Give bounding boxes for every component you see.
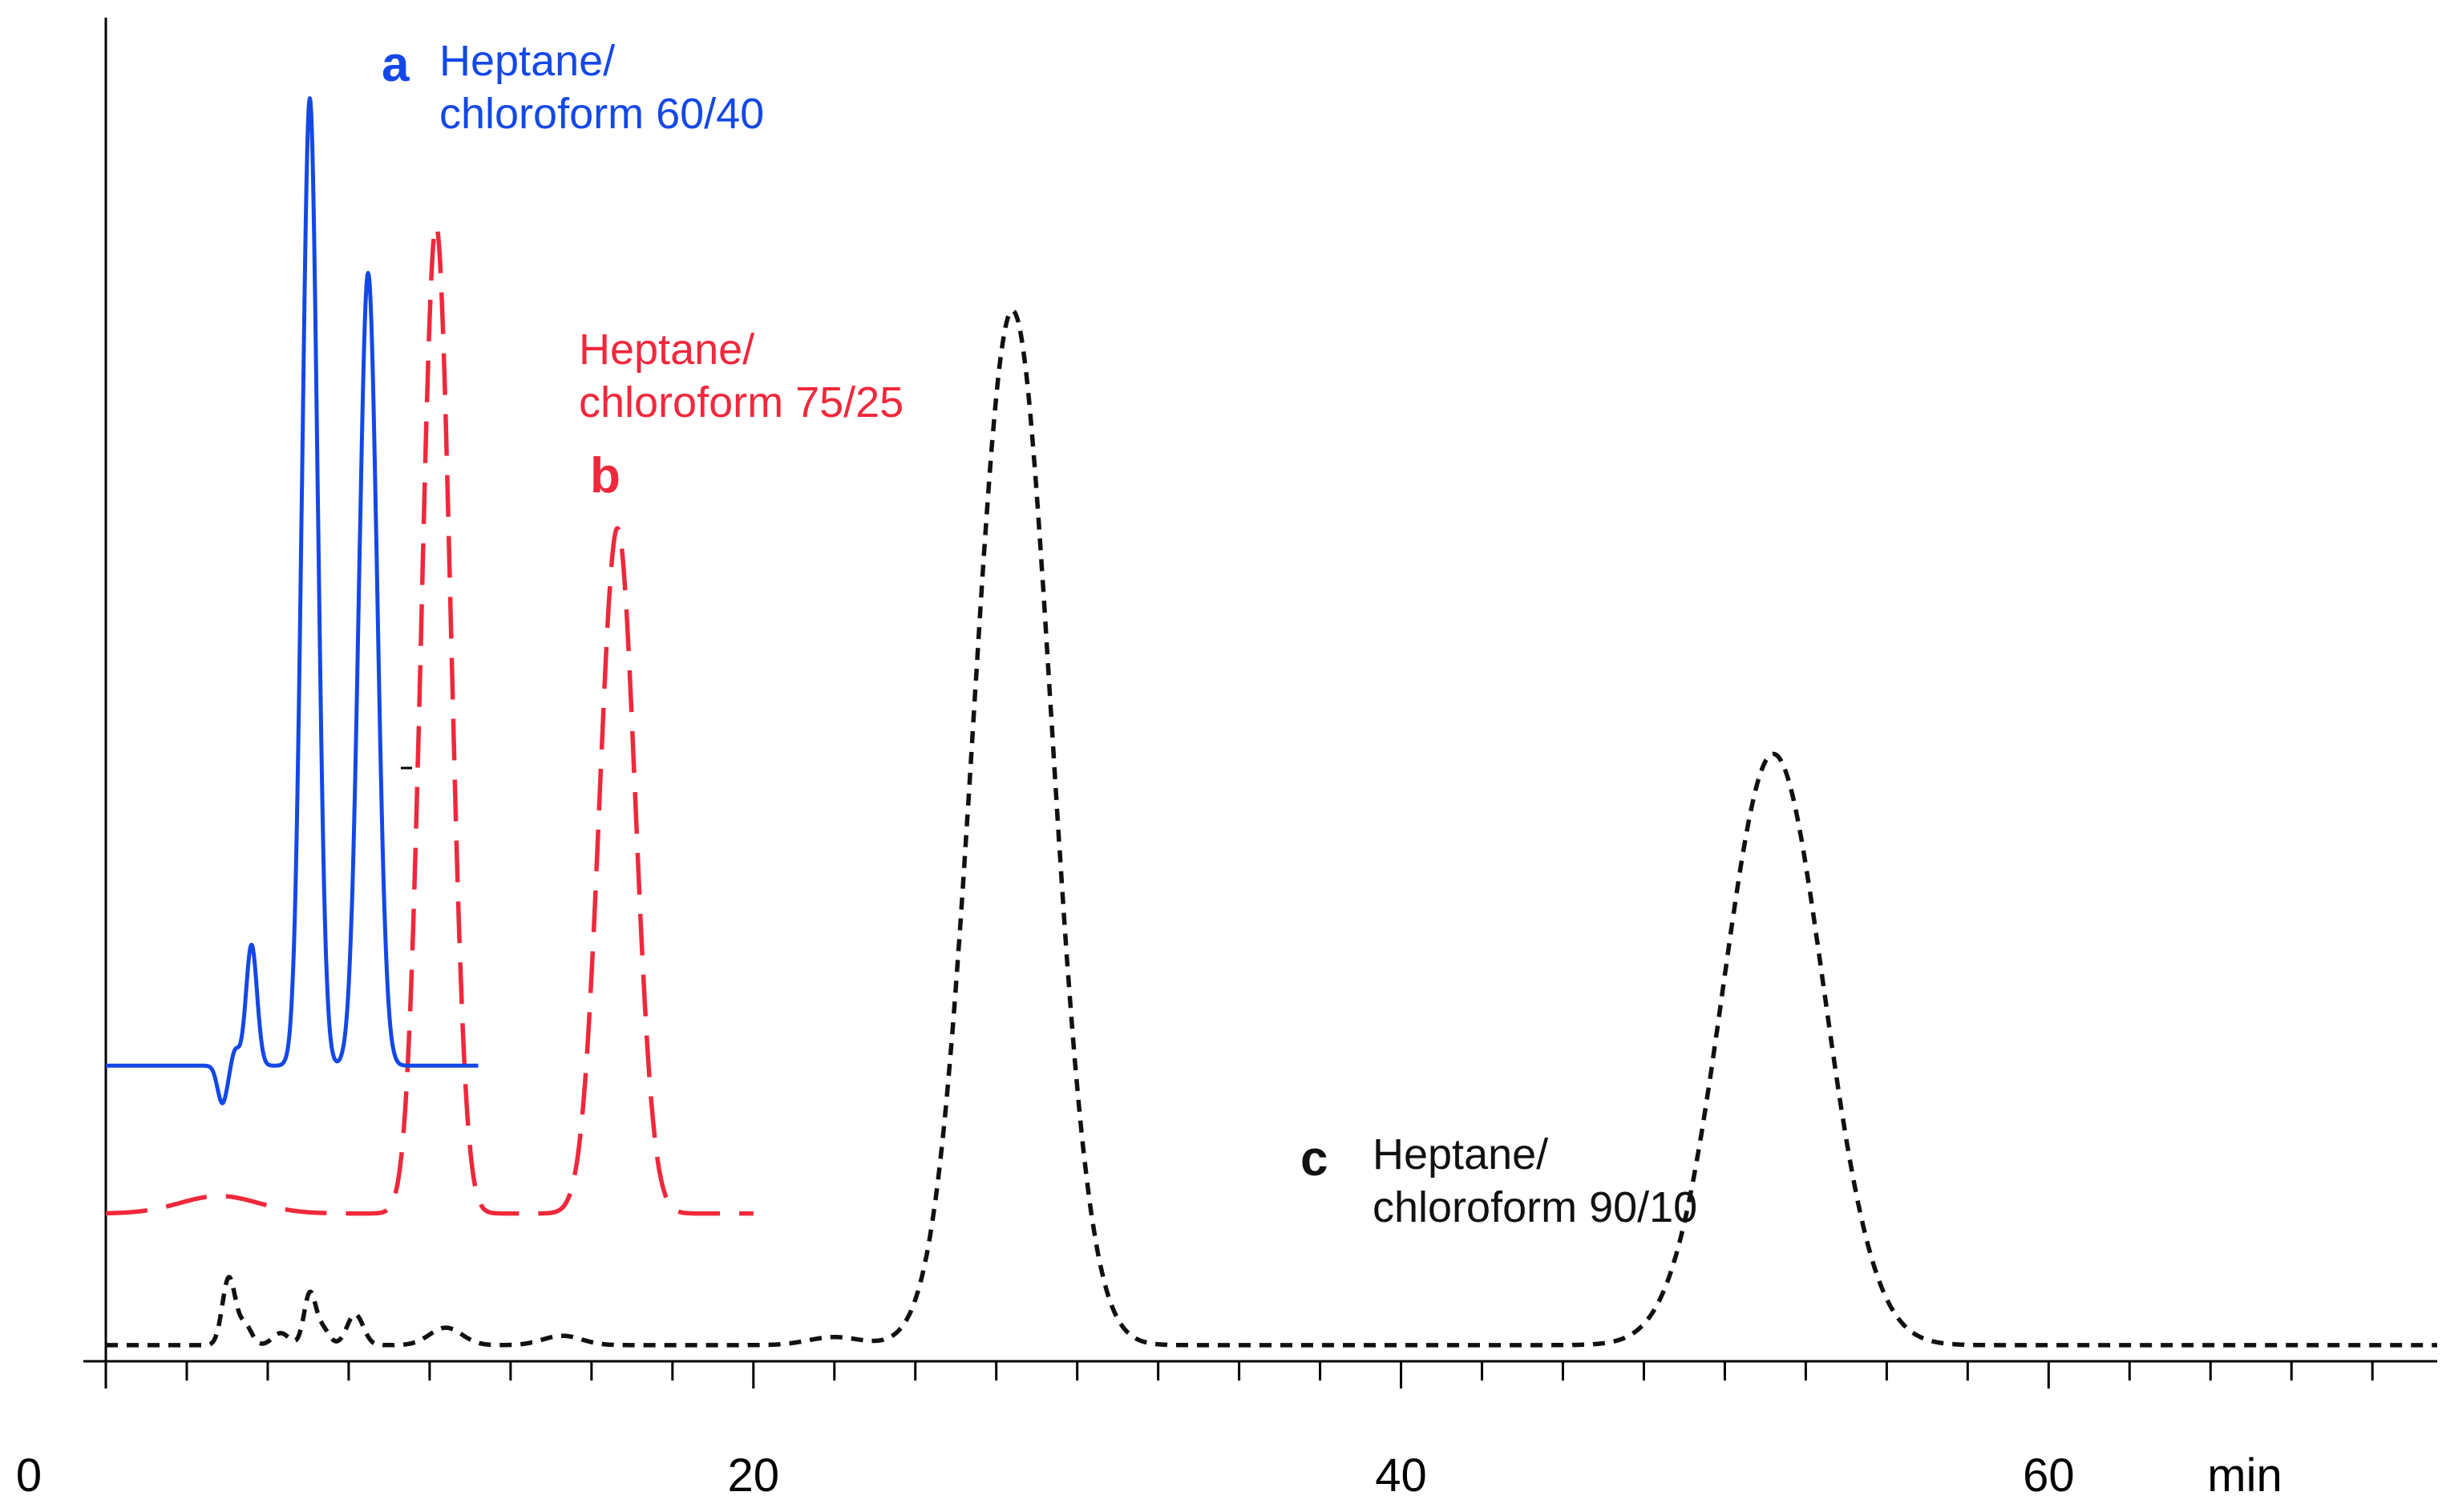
trace-c-90-10 xyxy=(104,308,2439,1348)
tick-label-0: 0 xyxy=(16,1449,42,1502)
annotation-b-line2: chloroform 75/25 xyxy=(579,378,904,427)
annotation-b: Heptane/ chloroform 75/25 b xyxy=(579,325,904,503)
tick-label-40: 40 xyxy=(1375,1449,1427,1502)
chromatogram-traces xyxy=(104,96,2439,1348)
trace-b-75-25 xyxy=(104,224,755,1216)
annotation-a-letter: a xyxy=(382,37,410,92)
annotation-a-line2: chloroform 60/40 xyxy=(439,90,764,138)
axes xyxy=(83,18,2437,1389)
annotation-c-letter: c xyxy=(1300,1131,1328,1187)
annotation-a-line1: Heptane/ xyxy=(439,37,615,85)
annotation-c-line2: chloroform 90/10 xyxy=(1373,1183,1697,1231)
trace-annotations: a Heptane/ chloroform 60/40 Heptane/ chl… xyxy=(382,37,1697,1231)
annotation-b-letter: b xyxy=(590,448,621,503)
tick-label-60: 60 xyxy=(2023,1449,2075,1502)
annotation-a: a Heptane/ chloroform 60/40 xyxy=(382,37,764,138)
annotation-c-line1: Heptane/ xyxy=(1373,1130,1548,1178)
annotation-c: c Heptane/ chloroform 90/10 xyxy=(1300,1130,1697,1231)
tick-label-20: 20 xyxy=(728,1449,780,1502)
x-axis-ticks xyxy=(104,1361,2374,1389)
x-axis-tick-labels: 0 20 40 60 min xyxy=(16,1449,2282,1502)
annotation-b-line1: Heptane/ xyxy=(579,325,754,374)
trace-a-60-40 xyxy=(104,96,480,1106)
x-axis-unit-label: min xyxy=(2207,1449,2282,1502)
